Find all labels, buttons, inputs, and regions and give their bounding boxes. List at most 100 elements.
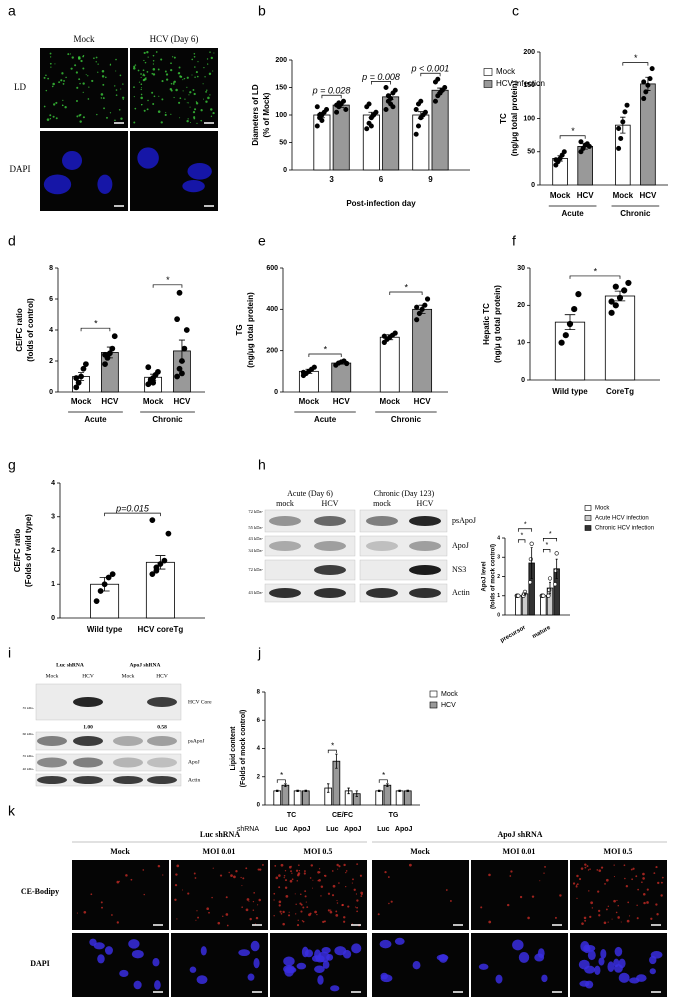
y-tick-label: 50 — [279, 139, 287, 146]
speck — [353, 888, 356, 891]
speck — [105, 76, 107, 79]
speck — [584, 863, 587, 866]
bar — [412, 114, 430, 171]
nucleus — [119, 969, 129, 978]
speck — [140, 96, 143, 100]
data-point — [300, 369, 307, 375]
speck — [209, 94, 211, 96]
bar — [375, 790, 384, 806]
speck — [331, 870, 334, 872]
speck — [284, 886, 288, 889]
speck — [273, 899, 275, 901]
speck — [655, 903, 658, 906]
speck — [140, 87, 142, 89]
speck — [506, 903, 510, 907]
speck — [210, 56, 213, 60]
speck — [660, 881, 663, 884]
chart: 0 1 2 3 4 ApoJ level (folds of mock control) pr… — [482, 505, 654, 644]
significance-bracket — [321, 94, 342, 99]
speck — [616, 899, 618, 902]
speck — [246, 898, 250, 901]
speck — [222, 915, 224, 918]
data-point — [413, 131, 419, 137]
speck — [630, 868, 633, 871]
group-label: ApoJ shRNA — [129, 662, 160, 668]
speck — [176, 918, 178, 920]
nucleus — [43, 174, 72, 195]
speck — [345, 885, 347, 888]
x-axis-label: Post-infection day — [346, 199, 416, 208]
data-point — [547, 576, 553, 581]
speck — [197, 916, 199, 919]
group-label: TC — [287, 812, 296, 819]
speck — [575, 885, 578, 888]
data-point — [311, 364, 317, 370]
speck — [661, 876, 664, 879]
data-point — [413, 107, 419, 113]
speck — [304, 870, 306, 872]
band — [366, 588, 398, 598]
speck — [71, 56, 74, 59]
speck — [197, 61, 199, 63]
speck — [82, 55, 84, 58]
speck — [322, 920, 325, 924]
speck — [319, 871, 321, 873]
significance-bracket — [104, 512, 161, 517]
speck — [298, 870, 301, 872]
speck — [284, 879, 288, 882]
data-point — [73, 375, 80, 381]
speck — [118, 108, 121, 111]
bar — [554, 321, 586, 381]
speck — [173, 96, 175, 99]
speck — [178, 66, 181, 69]
nucleus — [342, 949, 352, 959]
speck — [152, 103, 155, 106]
error-bar — [155, 555, 166, 570]
speck — [102, 83, 105, 86]
significance-bracket — [276, 779, 286, 783]
speck — [166, 78, 169, 81]
speck — [114, 119, 116, 122]
speck — [109, 112, 112, 114]
speck — [193, 872, 196, 875]
speck — [646, 901, 649, 904]
speck — [332, 884, 336, 888]
speck — [140, 73, 142, 75]
x-tick-label: ApoJ — [293, 826, 311, 833]
significance-bracket — [559, 135, 586, 139]
micrograph — [40, 48, 128, 128]
speck — [58, 81, 61, 84]
x-tick-label: HCV — [333, 397, 351, 406]
speck — [192, 89, 195, 91]
bar — [604, 295, 636, 381]
band-label: psApoJ — [452, 516, 476, 525]
y-tick-label: 200 — [266, 348, 278, 355]
speck — [584, 866, 587, 869]
quantification: 1.00 — [83, 724, 93, 730]
error-bar — [305, 368, 313, 374]
speck — [88, 86, 90, 88]
panel-label: c — [512, 3, 519, 19]
data-point — [111, 333, 118, 340]
y-axis-label: (folds of mock control) — [491, 544, 497, 609]
significance-bracket — [542, 549, 551, 553]
panel-a-images — [40, 48, 218, 211]
speck — [284, 870, 287, 872]
speck — [49, 114, 52, 117]
x-tick-label: mature — [531, 625, 552, 641]
speck — [146, 70, 149, 73]
speck — [206, 58, 209, 60]
chart: 0 1 2 3 4 CE/FC ratio (Folds of wild type) Wild… — [13, 480, 205, 634]
speck — [49, 117, 52, 120]
blot-strip — [264, 559, 356, 581]
nucleus — [322, 960, 330, 969]
legend-label: Acute HCV infection — [595, 516, 649, 522]
speck — [303, 872, 306, 875]
speck — [335, 910, 338, 913]
speck — [241, 885, 243, 887]
speck — [97, 63, 99, 65]
y-tick-label: 0 — [531, 182, 535, 189]
error-bar — [347, 787, 350, 795]
speck — [280, 912, 283, 915]
y-axis-label: TC — [499, 113, 508, 124]
